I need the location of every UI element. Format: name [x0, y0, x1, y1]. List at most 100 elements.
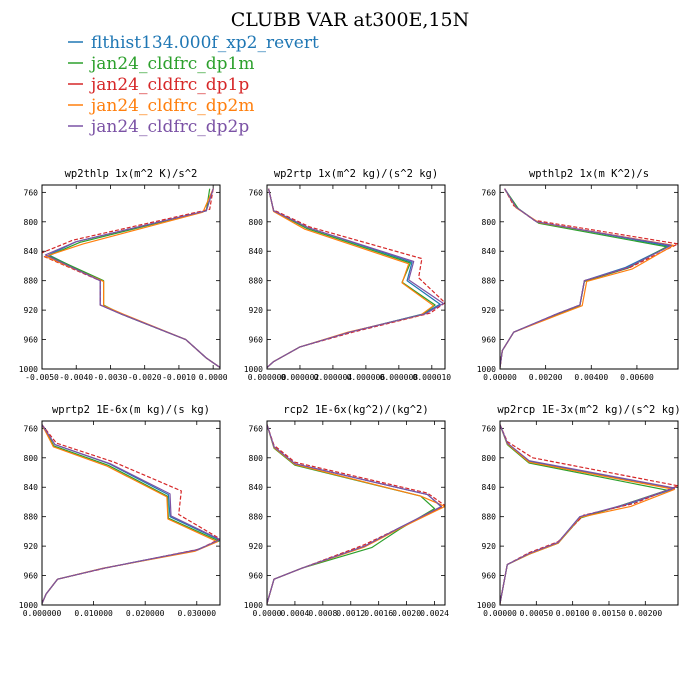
y-tick-label: 960: [482, 336, 497, 345]
series-line-1: [500, 188, 670, 368]
y-tick-label: 920: [482, 306, 497, 315]
y-tick-label: 1000: [19, 365, 38, 374]
panel-title: wp2rcp 1E-3x(m^2 kg)/(s^2 kg): [497, 404, 680, 416]
x-tick-label: 0.0008: [308, 609, 337, 618]
series-line-4: [500, 188, 674, 368]
series-line-3: [267, 188, 445, 368]
series-group: [500, 188, 678, 368]
y-tick-label: 760: [249, 188, 264, 197]
x-tick-label: 0.010000: [74, 609, 113, 618]
series-group: [42, 424, 220, 604]
panel-title: wp2rtp 1x(m^2 kg)/(s^2 kg): [274, 168, 438, 180]
x-tick-label: 0.0016: [364, 609, 393, 618]
x-tick-label: 0.0024: [420, 609, 449, 618]
legend-label: jan24_cldfrc_dp2m: [89, 96, 254, 116]
series-line-4: [267, 188, 435, 368]
y-tick-label: 760: [24, 424, 39, 433]
panel-4: wprtp2 1E-6x(m kg)/(s kg) 760 800 840 880 920…: [19, 404, 221, 618]
x-tick-label: 0.00100: [556, 609, 590, 618]
y-tick-label: 800: [24, 218, 39, 227]
series-line-2: [267, 424, 436, 604]
y-tick-label: 960: [482, 572, 497, 581]
series-group: [267, 424, 445, 604]
y-tick-label: 840: [24, 483, 39, 492]
y-tick-label: 960: [24, 572, 39, 581]
y-tick-label: 880: [24, 513, 39, 522]
x-tick-label: 0.020000: [126, 609, 165, 618]
x-tick-label: 0.030000: [178, 609, 217, 618]
y-tick-label: 800: [249, 218, 264, 227]
x-tick-label: 0.0000: [253, 609, 282, 618]
y-tick-label: 840: [482, 247, 497, 256]
panel-2: wp2rtp 1x(m^2 kg)/(s^2 kg) 760 800 840 880 92…: [244, 168, 452, 382]
x-tick-label: 0.000000: [248, 373, 287, 382]
y-tick-label: 880: [24, 277, 39, 286]
legend-entry: flthist134.000f_xp2_revert: [68, 33, 319, 53]
y-tick-label: 1000: [477, 601, 496, 610]
series-line-4: [44, 188, 220, 368]
y-tick-label: 800: [482, 218, 497, 227]
y-tick-label: 880: [249, 277, 264, 286]
legend-entry: jan24_cldfrc_dp1m: [68, 54, 254, 74]
series-group: [42, 188, 220, 368]
series-line-3: [267, 424, 445, 604]
x-tick-label: 0.00600: [620, 373, 654, 382]
series-group: [267, 188, 445, 368]
y-tick-label: 880: [482, 513, 497, 522]
x-tick-label: 0.00400: [574, 373, 608, 382]
x-tick-label: 0.0000: [199, 373, 228, 382]
legend: flthist134.000f_xp2_revertjan24_cldfrc_d…: [68, 33, 319, 137]
series-line-4: [267, 424, 445, 604]
series-line-5: [500, 188, 672, 368]
y-tick-label: 760: [482, 188, 497, 197]
y-tick-label: 880: [249, 513, 264, 522]
x-tick-label: 0.000010: [413, 373, 452, 382]
panels: wp2thlp 1x(m^2 K)/s^2 760 800 840 880 920 960 1…: [19, 168, 681, 618]
panel-title: wpthlp2 1x(m K^2)/s: [529, 168, 649, 180]
y-tick-label: 800: [249, 454, 264, 463]
panel-title: wp2thlp 1x(m^2 K)/s^2: [65, 168, 198, 180]
x-tick-label: 0.000000: [23, 609, 62, 618]
series-line-2: [48, 188, 220, 368]
panel-title: wprtp2 1E-6x(m kg)/(s kg): [52, 404, 210, 416]
panel-6: wp2rcp 1E-3x(m^2 kg)/(s^2 kg)760 800 840 88…: [477, 404, 681, 618]
y-tick-label: 760: [249, 424, 264, 433]
x-tick-label: 0.0020: [392, 609, 421, 618]
y-tick-label: 1000: [244, 365, 263, 374]
y-tick-label: 800: [24, 454, 39, 463]
series-line-1: [267, 424, 443, 604]
panel-1: wp2thlp 1x(m^2 K)/s^2 760 800 840 880 920 960 1…: [19, 168, 228, 382]
x-tick-label: 0.00150: [592, 609, 626, 618]
series-line-5: [42, 424, 220, 604]
x-tick-label: -0.0020: [128, 373, 162, 382]
y-tick-label: 920: [24, 542, 39, 551]
plot-frame: [41, 420, 221, 606]
series-line-5: [267, 424, 443, 604]
x-tick-label: 0.000002: [281, 373, 320, 382]
y-tick-label: 840: [24, 247, 39, 256]
x-tick-label: 0.0004: [280, 609, 309, 618]
x-tick-label: 0.00000: [483, 373, 517, 382]
figure-title: CLUBB VAR at300E,15N: [231, 9, 470, 31]
series-line-2: [500, 188, 668, 368]
legend-entry: jan24_cldfrc_dp2m: [68, 96, 254, 116]
series-line-2: [500, 424, 668, 604]
x-tick-label: 0.00050: [519, 609, 553, 618]
series-line-1: [267, 188, 441, 368]
panel-3: wpthlp2 1x(m K^2)/s 760 800 840 880 920 960 100…: [477, 168, 679, 382]
y-tick-label: 920: [482, 542, 497, 551]
panel-5: rcp2 1E-6x(kg^2)/(kg^2) 760 800 840 880 920 96…: [244, 404, 449, 618]
plot-frame: [499, 420, 679, 606]
legend-label: jan24_cldfrc_dp1p: [89, 75, 249, 95]
x-tick-label: -0.0030: [94, 373, 128, 382]
y-tick-label: 920: [249, 542, 264, 551]
y-tick-label: 960: [24, 336, 39, 345]
y-tick-label: 840: [482, 483, 497, 492]
series-line-1: [48, 188, 220, 368]
x-tick-label: 0.000004: [314, 373, 353, 382]
x-tick-label: 0.00200: [628, 609, 662, 618]
y-tick-label: 760: [482, 424, 497, 433]
legend-label: jan24_cldfrc_dp2p: [89, 117, 249, 137]
y-tick-label: 880: [482, 277, 497, 286]
y-tick-label: 840: [249, 483, 264, 492]
